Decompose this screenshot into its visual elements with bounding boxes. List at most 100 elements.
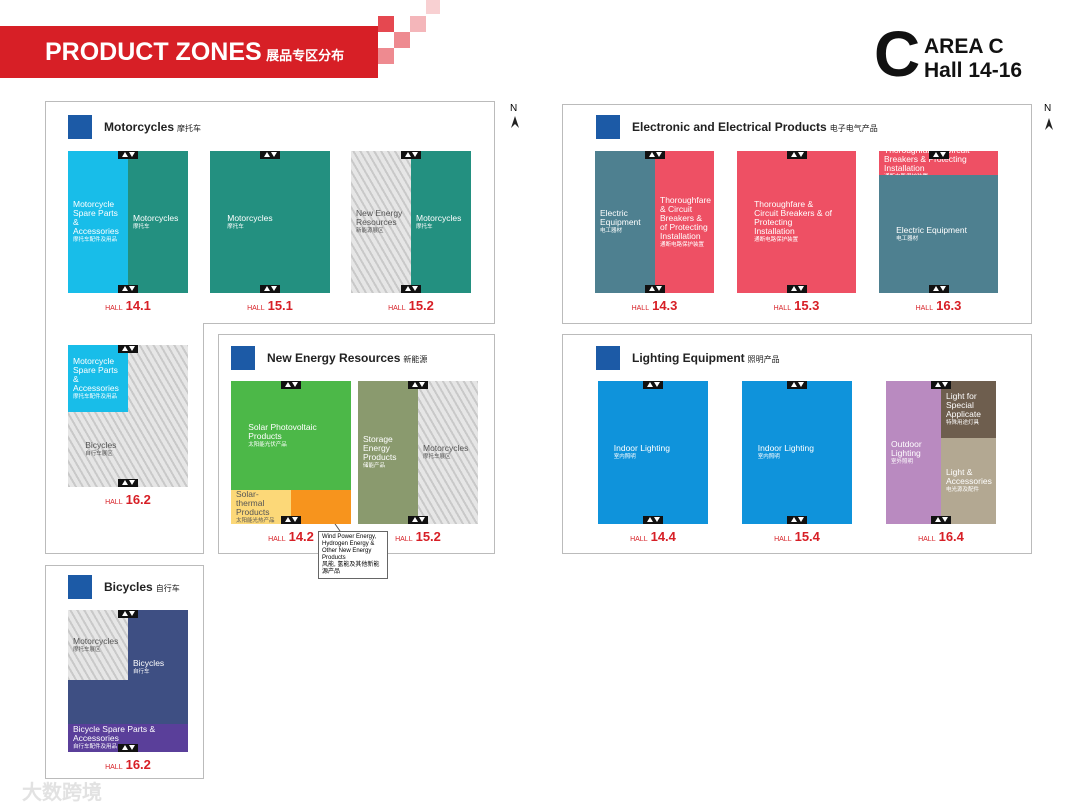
zone: Motorcycles 摩托车 [210,151,330,293]
zone: Bicycles 自行车 [128,610,188,724]
area-letter: C [874,18,921,90]
hall-number: 15.1 [267,298,293,313]
section-outline [562,104,1032,324]
watermark: 大数跨境 [22,782,102,804]
zone-name: Bicycle Spare Parts & Accessories [73,724,156,743]
entrance-marker [931,381,951,389]
section-title-en: Lighting Equipment [632,351,745,365]
zone-name-cn: 储能产品 [363,463,386,469]
area: AREA C [924,35,1004,58]
hall-label-prefix: HALL [773,305,792,312]
zone: Outdoor Lighting 室外照明 [886,381,941,524]
entrance-marker [644,285,665,293]
callout-text-cn: 风能, 氢能及其他新能源产品 [322,562,380,575]
zone: Electric Equipment 电工器材 [595,151,655,293]
zone-name-cn: 电工器材 [896,235,919,242]
zone-name: New Energy Resources [356,208,403,227]
entrance-marker [260,285,280,293]
section-outline [562,334,1032,554]
zone-block [291,490,351,524]
entrance-marker [118,345,138,353]
zone-name-cn: 自行车展区 [85,451,113,457]
hall-label: HALL 14.3 [595,297,714,315]
zone: Motorcycles 摩托车展区 [418,381,478,524]
section-title-cn: 自行车 [155,584,180,593]
zone-name: Bicycles [85,440,117,450]
hall-label: HALL 16.4 [886,528,996,546]
hall-label-prefix: HALL [630,536,648,543]
zone-name-cn: 室内照明 [613,454,636,460]
entrance-marker [118,610,138,618]
callout: Wind Power Energy, Hydrogen Energy & Oth… [318,531,388,579]
zone-name: Light for Special Applicate [946,391,981,419]
hall-label-prefix: HALL [105,499,123,506]
zone-name-cn: 摩托车展区 [73,646,101,653]
hall-number: 14.3 [652,298,678,313]
north-arrow [1045,118,1053,130]
section-title: Motorcycles 摩托车 [104,120,201,134]
zone-name-cn: 摩托车 [416,223,433,230]
zone-name-cn: 室外照明 [891,458,914,465]
hall-label-prefix: HALL [388,305,406,312]
hall: New Energy Resources 新能源展区 Motorcycles 摩托车 [351,151,471,293]
zone-name-cn: 摩托车 [227,223,244,230]
zone: Thoroughfare & Circuit Breakers & of Pro… [737,151,856,293]
zone-name: Motorcycle Spare Parts & Accessories [73,355,119,393]
hall-label: HALL 15.2 [358,528,478,546]
zone-name-cn: 摩托车 [133,223,150,230]
zone: Bicycles 自行车展区 [68,412,188,487]
hall-number: 14.4 [650,529,676,544]
hall-number: 16.4 [938,529,964,544]
zone-name-cn: 摩托车展区 [423,454,451,460]
entrance-marker [928,151,949,159]
hall-label: HALL 14.2 [231,528,351,546]
zone-name: Solar-thermal Products [236,490,270,517]
hall-label: HALL 15.1 [210,297,330,315]
zone-name-cn: 摩托车配件及用品 [73,393,118,400]
entrance-marker [118,479,138,487]
zone-text: Bicycles 自行车展区 [85,441,166,458]
zone-name: Motorcycles [416,212,462,223]
hall-label-prefix: HALL [105,764,123,771]
zone-name-cn: 自行车 [133,668,150,675]
zone-name-cn: 室内照明 [757,454,780,460]
north-arrow [511,116,519,128]
hall-label-prefix: HALL [918,536,936,543]
entrance-marker [281,381,301,389]
hall-number: 15.2 [415,529,441,544]
hall-label-prefix: HALL [774,536,792,543]
zone-name-cn: 电工器材 [600,228,623,234]
zone-name: Electric Equipment [600,208,641,227]
section-title-cn: 照明产品 [747,355,780,364]
section-title-en: Motorcycles [104,120,175,134]
hall-number: 16.3 [936,298,962,313]
zone-text: Indoor Lighting 室内照明 [614,444,688,461]
decor [394,32,410,48]
entrance-marker [928,285,949,293]
section-title-en: Electronic and Electrical Products [632,120,827,134]
zone: Storage Energy Products 储能产品 [358,381,418,524]
zone-name: Bicycles [133,657,165,668]
zone-name-cn: 电光源及配件 [946,487,980,493]
zone: Motorcycle Spare Parts & Accessories 摩托车配… [68,151,128,293]
section-icon [596,115,620,139]
entrance-marker [118,285,138,293]
entrance-marker [281,516,301,524]
zone: Motorcycles 摩托车展区 [68,610,128,680]
section-outline [45,565,204,779]
zone-text: Motorcycles 摩托车 [227,213,308,231]
entrance-marker [786,285,807,293]
zone-text: Electric Equipment 电工器材 [896,225,976,243]
zone: Motorcycle Spare Parts & Accessories 摩托车配… [68,345,128,412]
zone-text: Solar Photovoltaic Products 太阳能光伏产品 [248,422,329,449]
section-icon [231,346,255,370]
zone-text: Indoor Lighting 室内照明 [758,444,832,461]
decor [410,16,426,32]
hall: Solar Photovoltaic Products 太阳能光伏产品 Solar-… [231,381,351,524]
section-title: Lighting Equipment 照明产品 [632,351,780,365]
zone-name-cn: 摩托车配件及用品 [73,237,118,243]
zone: Light & Accessories 电光源及配件 [941,438,996,524]
section-title-cn: 摩托车 [177,124,202,133]
